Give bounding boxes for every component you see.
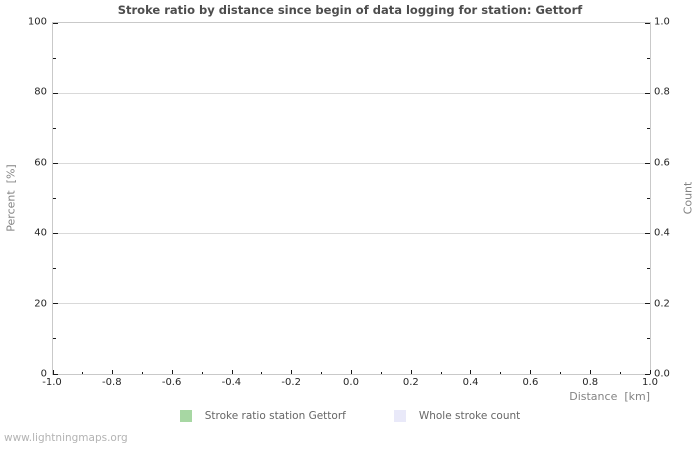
plot-area (52, 22, 651, 375)
y-right-tick-label: 0.6 (654, 157, 670, 169)
x-axis-tick-labels: -1.0 -0.8 -0.6 -0.4 -0.2 0.0 0.2 0.4 0.6 0.8 1.0 (42, 377, 658, 390)
tick-mark (500, 372, 502, 374)
legend: Stroke ratio station Gettorf Whole strok… (0, 410, 700, 422)
y-axis-right-tick-labels: 0.0 0.2 0.4 0.6 0.8 1.0 (654, 17, 698, 380)
tick-mark (261, 372, 263, 374)
tick-mark (647, 57, 650, 59)
y-left-tick-label: 60 (34, 157, 47, 169)
tick-mark (53, 92, 58, 94)
tick-mark (53, 162, 58, 164)
watermark: www.lightningmaps.org (4, 432, 128, 444)
tick-mark (53, 303, 58, 305)
tick-mark (647, 268, 650, 270)
gridline (53, 92, 650, 94)
tick-mark (380, 372, 382, 374)
y-left-tick-label: 80 (34, 86, 47, 98)
legend-label: Whole stroke count (418, 410, 521, 422)
y-axis-left-title: Percent [%] (4, 164, 18, 232)
tick-mark (53, 233, 58, 235)
chart-title: Stroke ratio by distance since begin of … (117, 3, 583, 17)
y-left-tick-label: 20 (34, 298, 47, 310)
x-axis-title: Distance [km] (569, 390, 650, 403)
x-tick-label: -0.8 (102, 377, 122, 388)
tick-mark (589, 370, 591, 374)
x-tick-label: -1.0 (42, 377, 62, 388)
tick-mark (171, 370, 173, 374)
tick-mark (201, 372, 203, 374)
tick-mark (440, 372, 442, 374)
tick-mark (112, 370, 114, 374)
tick-mark (619, 372, 621, 374)
series-swatch-icon (179, 410, 192, 422)
tick-mark (645, 162, 650, 164)
x-tick-label: 0.4 (462, 377, 479, 388)
tick-mark (645, 92, 650, 94)
tick-mark (142, 372, 144, 374)
x-tick-label: 0.6 (522, 377, 539, 388)
tick-mark (53, 373, 58, 375)
x-tick-label: -0.6 (161, 377, 182, 388)
tick-mark (647, 198, 650, 199)
tick-mark (321, 372, 323, 374)
tick-mark (559, 372, 561, 374)
tick-mark (470, 370, 472, 374)
x-tick-label: 0.8 (582, 377, 599, 388)
tick-mark (645, 303, 650, 305)
tick-mark (291, 370, 293, 374)
series-swatch-icon (393, 410, 406, 422)
y-right-tick-label: 0.0 (654, 368, 670, 380)
x-tick-label: 0.2 (402, 377, 419, 388)
y-axis-right-title: Count (681, 181, 695, 215)
y-left-tick-label: 40 (34, 227, 47, 239)
x-tick-label: -0.2 (281, 377, 301, 388)
gridline (53, 303, 650, 305)
legend-label: Stroke ratio station Gettorf (204, 410, 346, 422)
tick-mark (53, 22, 58, 24)
legend-item: Stroke ratio station Gettorf (179, 410, 346, 422)
tick-mark (52, 370, 54, 374)
tick-mark (645, 233, 650, 235)
y-right-tick-label: 0.4 (654, 227, 670, 239)
tick-mark (649, 370, 651, 374)
tick-mark (53, 57, 56, 59)
gridline (53, 162, 650, 164)
tick-mark (645, 22, 650, 24)
tick-mark (53, 198, 56, 199)
tick-mark (231, 370, 233, 374)
tick-mark (351, 370, 352, 374)
x-tick-label: -0.4 (221, 377, 242, 388)
x-tick-label: 0.0 (343, 377, 359, 388)
tick-mark (410, 370, 412, 374)
y-right-tick-label: 0.2 (654, 298, 670, 310)
y-axis-left-tick-labels: 0 20 40 60 80 100 (0, 17, 47, 380)
legend-item: Whole stroke count (393, 410, 521, 422)
tick-mark (53, 127, 56, 129)
tick-mark (645, 373, 650, 375)
y-left-tick-label: 0 (40, 368, 47, 380)
tick-mark (647, 127, 650, 129)
y-left-tick-label: 100 (27, 16, 47, 28)
gridline (53, 233, 650, 235)
tick-mark (530, 370, 532, 374)
tick-mark (82, 372, 84, 374)
x-tick-label: 1.0 (642, 377, 658, 388)
tick-mark (53, 268, 56, 270)
tick-mark (647, 338, 650, 340)
y-right-tick-label: 0.8 (654, 86, 670, 98)
tick-mark (53, 338, 56, 340)
y-right-tick-label: 1.0 (654, 16, 670, 28)
